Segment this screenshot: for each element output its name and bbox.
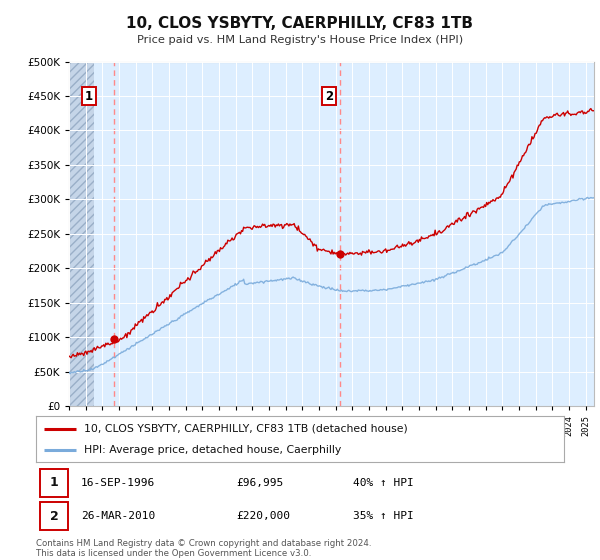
- Bar: [69, 62, 94, 406]
- Text: 16-SEP-1996: 16-SEP-1996: [81, 478, 155, 488]
- Text: 2: 2: [325, 90, 333, 102]
- Text: 26-MAR-2010: 26-MAR-2010: [81, 511, 155, 521]
- Text: 1: 1: [85, 90, 93, 102]
- Bar: [40, 502, 68, 530]
- Text: 1: 1: [50, 476, 58, 489]
- Text: £220,000: £220,000: [236, 511, 290, 521]
- Bar: [40, 469, 68, 497]
- Text: 10, CLOS YSBYTY, CAERPHILLY, CF83 1TB (detached house): 10, CLOS YSBYTY, CAERPHILLY, CF83 1TB (d…: [83, 424, 407, 434]
- Text: 40% ↑ HPI: 40% ↑ HPI: [353, 478, 413, 488]
- Text: £96,995: £96,995: [236, 478, 284, 488]
- Text: Price paid vs. HM Land Registry's House Price Index (HPI): Price paid vs. HM Land Registry's House …: [137, 35, 463, 45]
- Text: Contains HM Land Registry data © Crown copyright and database right 2024.
This d: Contains HM Land Registry data © Crown c…: [36, 539, 371, 558]
- Text: 2: 2: [50, 510, 58, 523]
- Text: HPI: Average price, detached house, Caerphilly: HPI: Average price, detached house, Caer…: [83, 445, 341, 455]
- Text: 10, CLOS YSBYTY, CAERPHILLY, CF83 1TB: 10, CLOS YSBYTY, CAERPHILLY, CF83 1TB: [127, 16, 473, 31]
- Text: 35% ↑ HPI: 35% ↑ HPI: [353, 511, 413, 521]
